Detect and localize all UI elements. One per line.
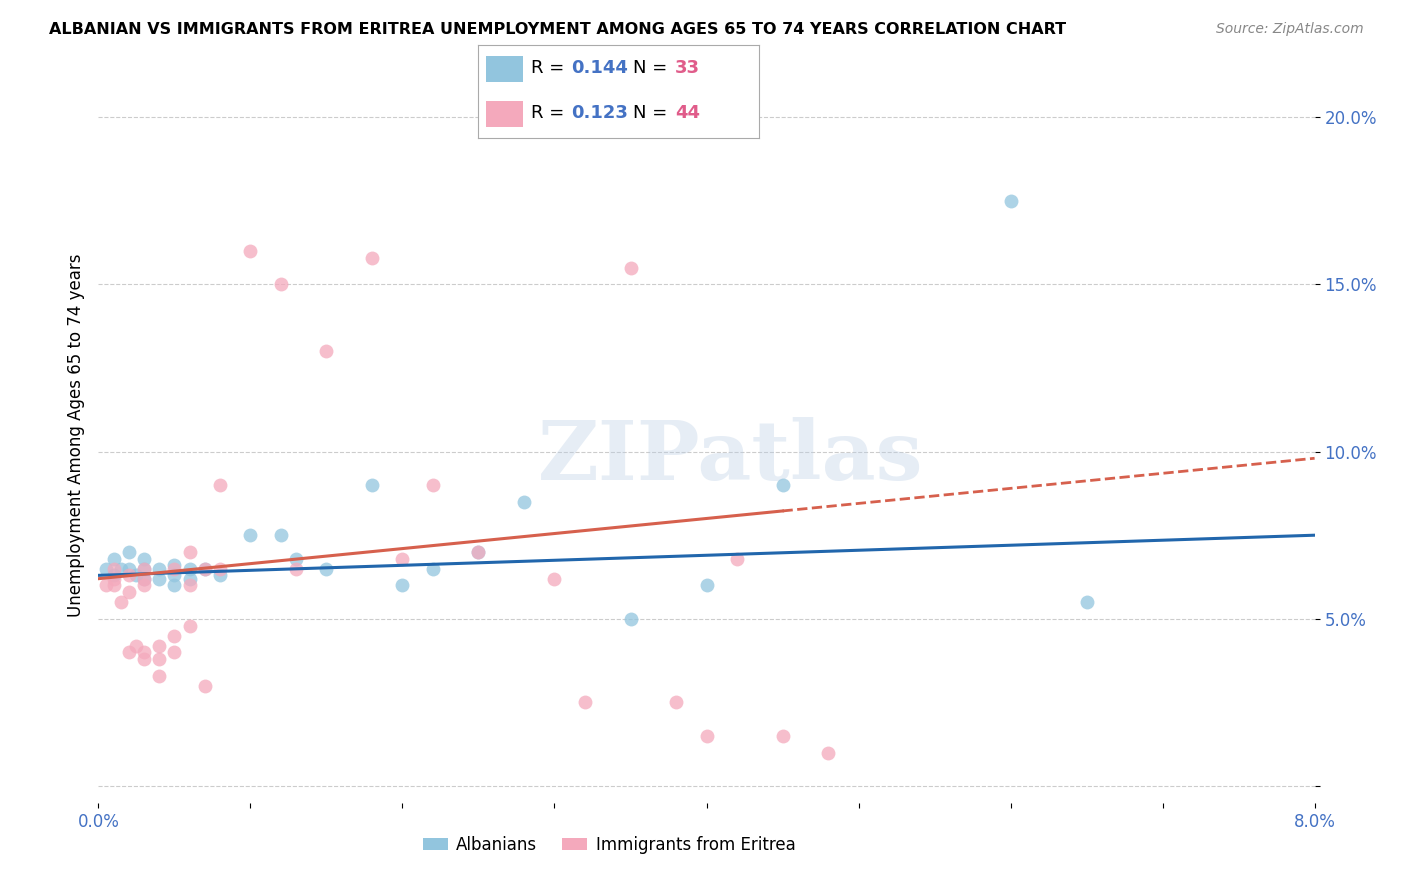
Point xyxy=(619,612,641,626)
Point xyxy=(132,572,155,586)
Point xyxy=(118,545,141,559)
Point xyxy=(194,679,217,693)
Point xyxy=(118,562,141,576)
Point xyxy=(103,578,125,592)
Point xyxy=(513,494,536,508)
Point xyxy=(163,558,186,573)
Point xyxy=(163,568,186,582)
Point xyxy=(103,568,125,582)
Point xyxy=(270,528,292,542)
Point xyxy=(725,551,748,566)
Point xyxy=(110,595,132,609)
Point xyxy=(817,746,839,760)
Text: ALBANIAN VS IMMIGRANTS FROM ERITREA UNEMPLOYMENT AMONG AGES 65 TO 74 YEARS CORRE: ALBANIAN VS IMMIGRANTS FROM ERITREA UNEM… xyxy=(49,22,1066,37)
Point xyxy=(315,562,337,576)
Bar xyxy=(486,56,523,82)
Point xyxy=(118,585,141,599)
Point xyxy=(239,244,262,258)
Point xyxy=(574,696,596,710)
Point xyxy=(772,729,794,743)
Point xyxy=(163,628,186,642)
Point xyxy=(148,562,170,576)
Point xyxy=(148,639,170,653)
Point xyxy=(1000,194,1022,208)
Point xyxy=(467,545,489,559)
Point xyxy=(110,562,132,576)
Point xyxy=(148,652,170,666)
Point xyxy=(270,277,292,292)
Point xyxy=(285,562,308,576)
Point xyxy=(361,478,384,492)
Point xyxy=(103,572,125,586)
Point xyxy=(619,260,641,275)
Point xyxy=(179,562,201,576)
Text: R =: R = xyxy=(531,60,571,78)
Text: Source: ZipAtlas.com: Source: ZipAtlas.com xyxy=(1216,22,1364,37)
Point xyxy=(125,639,148,653)
Point xyxy=(315,344,337,359)
Point xyxy=(163,645,186,659)
Point xyxy=(665,696,688,710)
Point xyxy=(422,478,444,492)
Text: 33: 33 xyxy=(675,60,700,78)
Point xyxy=(103,551,125,566)
Point xyxy=(391,551,413,566)
Point xyxy=(125,568,148,582)
Point xyxy=(772,478,794,492)
Point xyxy=(132,551,155,566)
Point xyxy=(132,572,155,586)
Point xyxy=(132,645,155,659)
Y-axis label: Unemployment Among Ages 65 to 74 years: Unemployment Among Ages 65 to 74 years xyxy=(66,253,84,616)
Point xyxy=(239,528,262,542)
Point xyxy=(209,562,232,576)
Text: N =: N = xyxy=(633,104,672,122)
Legend: Albanians, Immigrants from Eritrea: Albanians, Immigrants from Eritrea xyxy=(416,830,803,861)
Point xyxy=(467,545,489,559)
Point xyxy=(118,568,141,582)
Point xyxy=(285,551,308,566)
Point xyxy=(163,562,186,576)
Point xyxy=(194,562,217,576)
Point xyxy=(696,729,718,743)
Text: 0.123: 0.123 xyxy=(571,104,627,122)
Point xyxy=(1076,595,1098,609)
Point xyxy=(194,562,217,576)
Point xyxy=(513,110,536,124)
Point xyxy=(209,568,232,582)
Point xyxy=(103,562,125,576)
Point xyxy=(422,562,444,576)
Point xyxy=(179,545,201,559)
Text: 0.144: 0.144 xyxy=(571,60,627,78)
Point xyxy=(94,578,117,592)
Text: R =: R = xyxy=(531,104,571,122)
Point xyxy=(132,578,155,592)
Point xyxy=(94,562,117,576)
Bar xyxy=(486,101,523,127)
Point xyxy=(543,572,565,586)
Point xyxy=(148,669,170,683)
Point xyxy=(118,645,141,659)
Point xyxy=(179,578,201,592)
Point xyxy=(391,578,413,592)
Point xyxy=(361,251,384,265)
Point xyxy=(179,572,201,586)
Point xyxy=(148,572,170,586)
Point xyxy=(179,618,201,632)
Point xyxy=(132,652,155,666)
Point xyxy=(163,578,186,592)
Point xyxy=(132,562,155,576)
Point xyxy=(209,478,232,492)
Text: ZIPatlas: ZIPatlas xyxy=(538,417,924,497)
Text: N =: N = xyxy=(633,60,672,78)
Text: 44: 44 xyxy=(675,104,700,122)
Point xyxy=(696,578,718,592)
Point xyxy=(132,562,155,576)
